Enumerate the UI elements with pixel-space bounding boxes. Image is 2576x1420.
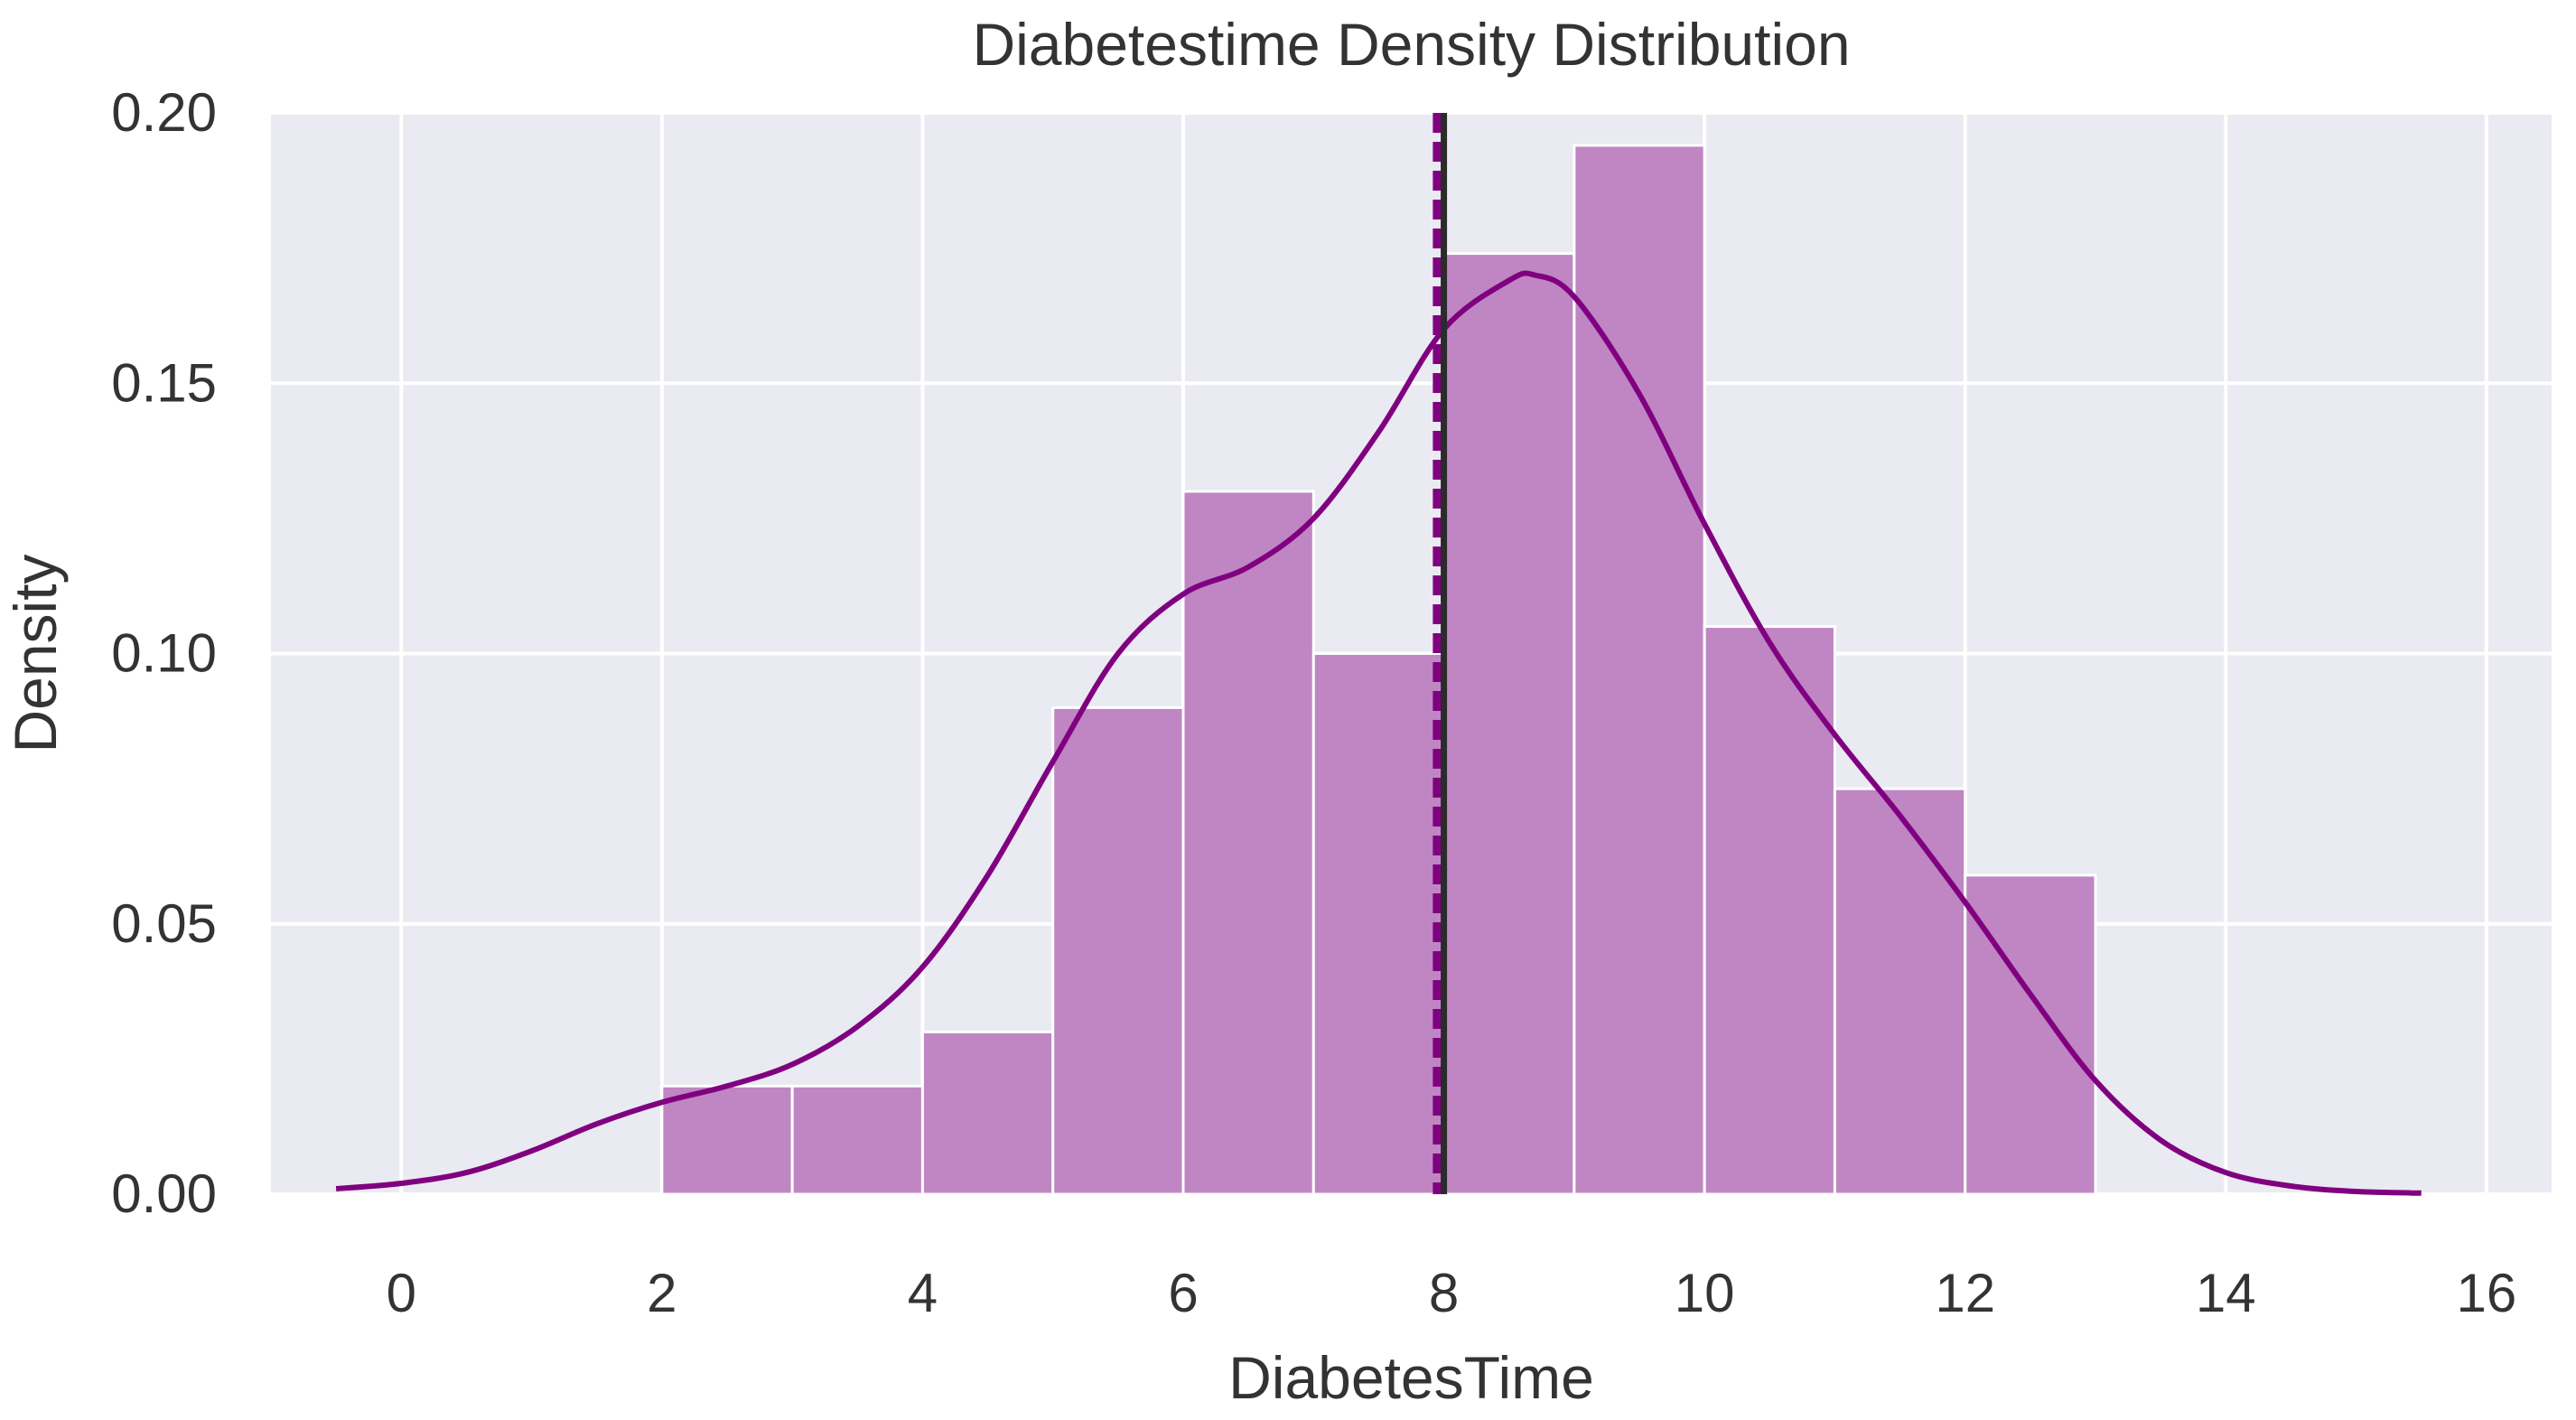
y-axis-label: Density [2,554,69,752]
x-tick-label: 16 [2456,1263,2516,1323]
kde-curve [335,270,2422,1196]
histogram-bar [1051,705,1185,1196]
chart-title: Diabetestime Density Distribution [972,11,1850,78]
x-tick-label: 2 [647,1263,677,1323]
x-tick-label: 14 [2196,1263,2256,1323]
histogram-bar [1311,652,1446,1196]
x-axis-label: DiabetesTime [1228,1344,1594,1411]
y-tick-label: 0.20 [111,82,217,143]
y-tick-label: 0.05 [111,893,217,954]
x-tick-label: 12 [1935,1263,1995,1323]
histogram-bar [1573,144,1706,1196]
y-tick-label: 0.10 [111,623,217,684]
y-tick-labels: 0.00 0.05 0.10 0.15 0.20 [111,82,217,1224]
x-tick-label: 10 [1675,1263,1735,1323]
histogram-bars [660,144,2097,1196]
x-tick-label: 4 [908,1263,938,1323]
histogram-bar [1703,625,1836,1196]
histogram-bar [1442,252,1576,1196]
histogram-bar [790,1084,924,1196]
histogram-bar [920,1030,1055,1196]
y-tick-label: 0.00 [111,1163,217,1224]
x-tick-label: 6 [1168,1263,1198,1323]
histogram-bar [1181,490,1315,1196]
reference-lines [1433,113,1448,1194]
y-tick-label: 0.15 [111,352,217,413]
histogram-bar [1833,787,1967,1196]
histogram-bar [660,1084,794,1196]
x-tick-label: 8 [1429,1263,1459,1323]
histogram-bar [1964,873,2097,1196]
x-tick-labels: 0 2 4 6 8 10 12 14 16 [387,1263,2517,1323]
x-tick-label: 0 [387,1263,416,1323]
